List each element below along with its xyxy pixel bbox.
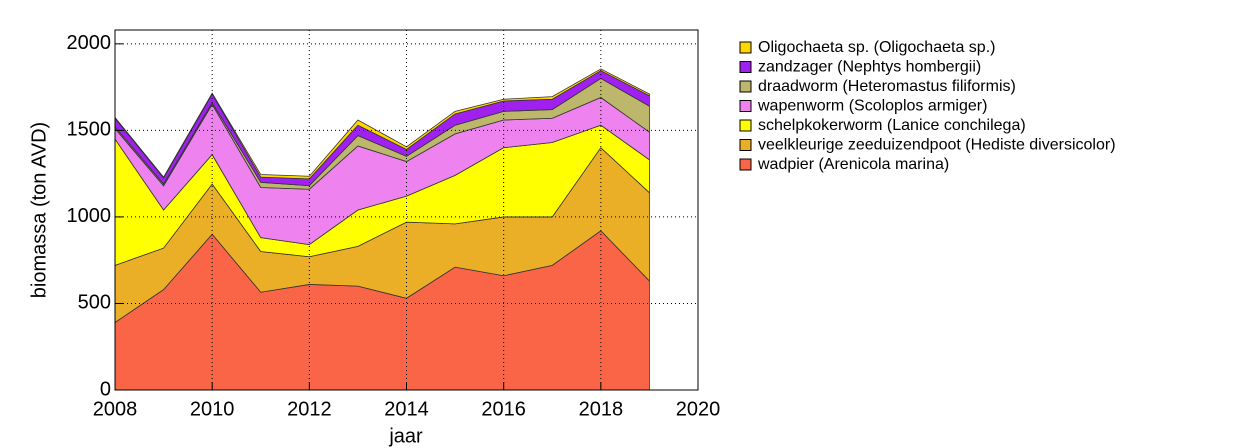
y-axis-label: biomassa (ton AVD) xyxy=(28,122,50,298)
legend-swatch xyxy=(739,41,752,54)
legend-swatch xyxy=(739,100,752,112)
plot-frame xyxy=(114,29,699,391)
legend-label: zandzager (Nephtys hombergii) xyxy=(758,59,981,76)
legend-swatch xyxy=(739,61,752,73)
y-tick-label: 0 xyxy=(100,378,111,400)
x-tick-label: 2018 xyxy=(579,398,624,420)
legend-label: schelpkokerworm (Lanice conchilega) xyxy=(758,117,1026,134)
legend-label: veelkleurige zeeduizendpoot (Hediste div… xyxy=(758,137,1116,154)
legend-label: wapenworm (Scoloplos armiger) xyxy=(757,98,987,115)
legend-swatch xyxy=(739,139,752,151)
x-tick-label: 2016 xyxy=(481,398,526,420)
legend-swatch xyxy=(739,158,752,171)
x-tick-label: 2014 xyxy=(384,398,429,420)
area xyxy=(114,68,650,180)
x-tick-label: 2012 xyxy=(287,398,332,420)
x-tick-label: 2020 xyxy=(676,398,721,420)
legend-label: wadpier (Arenicola marina) xyxy=(757,156,949,173)
legend-label: draadworm (Heteromastus filiformis) xyxy=(758,78,1016,95)
y-tick-label: 2000 xyxy=(67,32,112,54)
x-axis-label: jaar xyxy=(388,425,423,447)
legend-swatch xyxy=(739,119,752,132)
legend-label: Oligochaeta sp. (Oligochaeta sp.) xyxy=(758,39,995,56)
y-tick-label: 500 xyxy=(78,292,111,314)
x-tick-label: 2010 xyxy=(190,398,235,420)
y-tick-label: 1000 xyxy=(67,205,112,227)
y-tick-label: 1500 xyxy=(67,119,112,141)
x-tick-label: 2008 xyxy=(93,398,138,420)
legend-swatch xyxy=(739,80,752,93)
